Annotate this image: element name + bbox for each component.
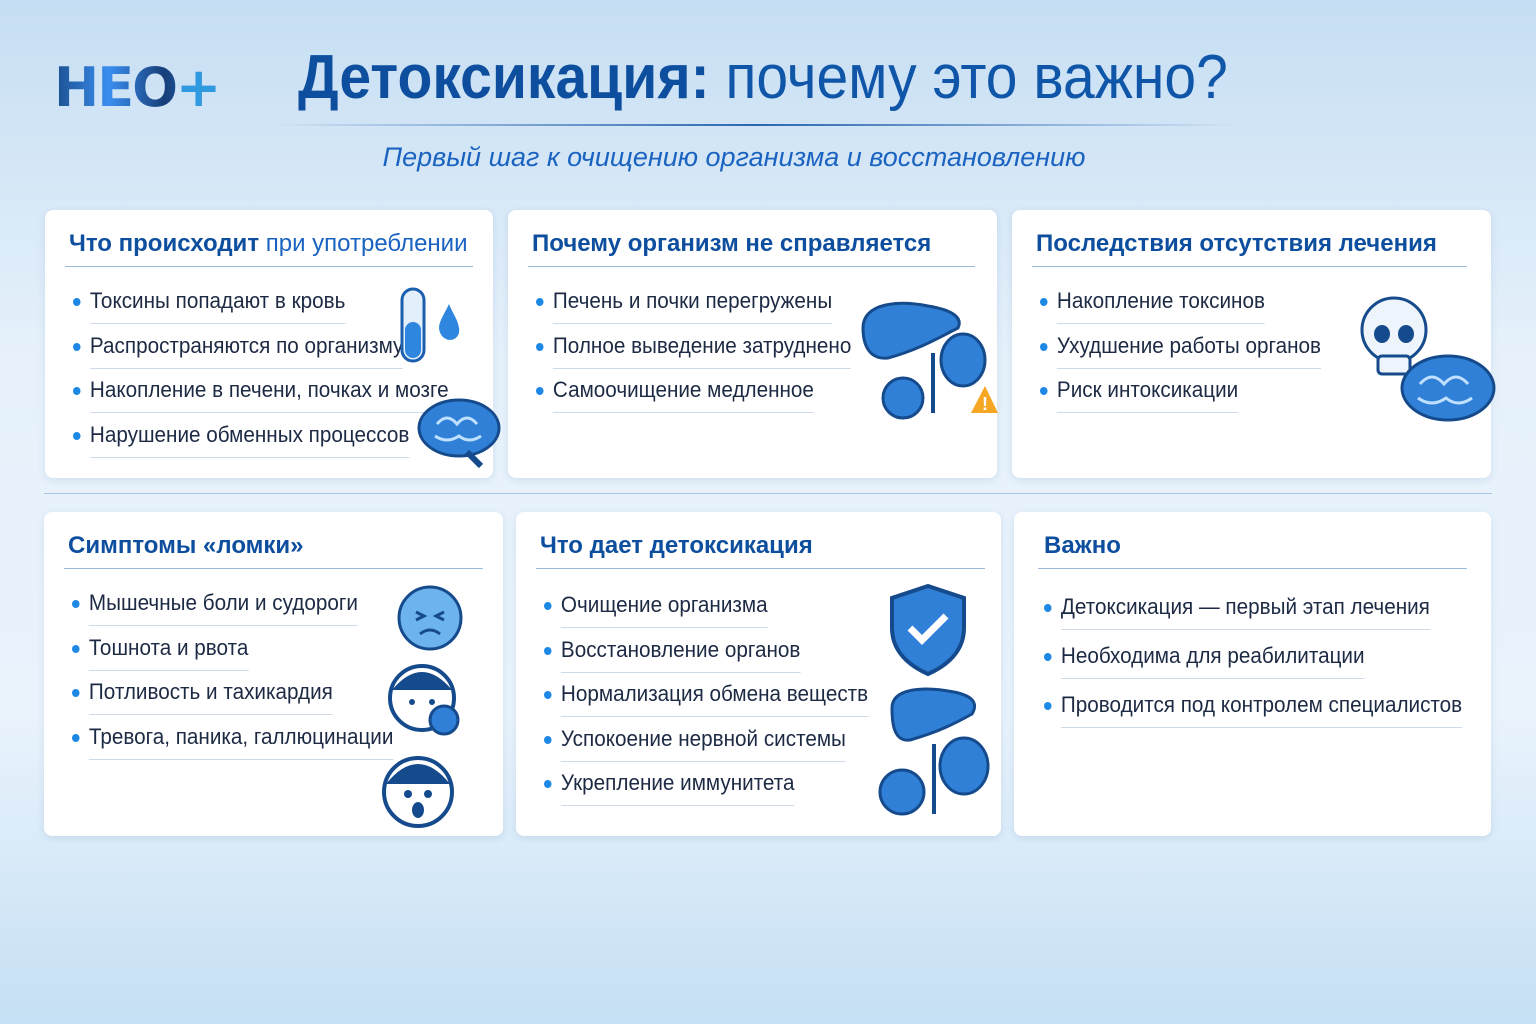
list-item: Потливость и тахикардия xyxy=(72,679,393,724)
list-item: Необходима для реабилитации xyxy=(1044,643,1462,692)
list-item: Укрепление иммунитета xyxy=(544,770,868,815)
list-item: Накопление токсинов xyxy=(1040,288,1321,333)
card-important: Важно Детоксикация — первый этап лечения… xyxy=(1014,512,1491,836)
divider xyxy=(65,266,473,267)
liver-kidneys-icon xyxy=(878,687,990,816)
list: Детоксикация — первый этап лечения Необх… xyxy=(1044,594,1489,741)
list-item: Нарушение обменных процессов xyxy=(73,422,449,467)
card-why-body-fails: Почему организм не справляется Печень и … xyxy=(508,210,998,478)
logo: НЕО+ xyxy=(54,56,221,119)
title-bold: Детоксикация: xyxy=(298,43,710,112)
divider xyxy=(64,568,483,569)
logo-plus: + xyxy=(176,56,221,119)
list-item: Тревога, паника, галлюцинации xyxy=(72,724,394,769)
list-item: Риск интоксикации xyxy=(1040,377,1321,422)
list-item: Ухудшение работы органов xyxy=(1040,333,1321,378)
list-item: Распространяются по организму xyxy=(73,333,449,378)
list-item: Печень и почки перегружены xyxy=(536,288,851,333)
list-item: Проводится под контролем специалистов xyxy=(1044,692,1463,741)
card-detox-benefits: Что дает детоксикация Очищение организма… xyxy=(516,512,1001,836)
list: Токсины попадают в кровь Распространяютс… xyxy=(73,288,473,466)
brain-icon xyxy=(1400,354,1496,422)
list-item: Нормализация обмена веществ xyxy=(544,681,869,726)
list: Очищение организма Восстановление органо… xyxy=(544,592,889,815)
card-withdrawal-symptoms: Симптомы «ломки» Мышечные боли и судорог… xyxy=(44,512,503,836)
list: Печень и почки перегружены Полное выведе… xyxy=(536,288,871,422)
divider xyxy=(536,568,985,569)
skull-icon xyxy=(1360,296,1428,376)
card-title: Что происходит при употреблении xyxy=(69,230,468,257)
title-underline xyxy=(270,124,1240,126)
anxious-face-icon xyxy=(382,756,454,828)
list-item: Очищение организма xyxy=(544,592,868,637)
list-item: Тошнота и рвота xyxy=(72,635,393,680)
svg-text:!: ! xyxy=(982,394,988,414)
card-what-happens: Что происходит при употреблении Токсины … xyxy=(45,210,501,478)
list-item: Токсины попадают в кровь xyxy=(73,288,449,333)
liver-icon: ! xyxy=(861,301,998,420)
card-title: Последствия отсутствия лечения xyxy=(1036,230,1437,257)
list-item: Восстановление органов xyxy=(544,637,868,682)
card-title: Важно xyxy=(1044,532,1121,559)
test-tube-icon xyxy=(400,287,460,363)
title-regular: почему это важно? xyxy=(709,43,1228,112)
list-item: Мышечные боли и судороги xyxy=(72,590,393,635)
divider xyxy=(528,266,975,267)
list: Накопление токсинов Ухудшение работы орг… xyxy=(1040,288,1339,422)
list-item: Самоочищение медленное xyxy=(536,377,851,422)
sick-face-icon xyxy=(397,585,463,651)
list: Мышечные боли и судороги Тошнота и рвота… xyxy=(72,590,414,768)
subtitle: Первый шаг к очищению организма и восста… xyxy=(382,142,1086,172)
shield-check-icon xyxy=(890,583,966,677)
list-item: Накопление в печени, почках и мозге xyxy=(73,377,449,422)
list-item: Детоксикация — первый этап лечения xyxy=(1044,594,1462,643)
sweating-face-icon xyxy=(388,664,460,736)
list-item: Полное выведение затруднено xyxy=(536,333,852,378)
list-item: Успокоение нервной системы xyxy=(544,726,868,771)
logo-text: НЕО xyxy=(54,56,176,119)
card-consequences: Последствия отсутствия лечения Накоплени… xyxy=(1012,210,1496,478)
card-title: Симптомы «ломки» xyxy=(68,532,304,559)
page-title: Детоксикация: почему это важно? xyxy=(298,42,1228,113)
section-divider xyxy=(44,493,1492,494)
card-title: Почему организм не справляется xyxy=(532,230,932,257)
divider xyxy=(1032,266,1467,267)
divider xyxy=(1038,568,1467,569)
card-title: Что дает детоксикация xyxy=(540,532,813,559)
brain-icon xyxy=(417,398,501,469)
